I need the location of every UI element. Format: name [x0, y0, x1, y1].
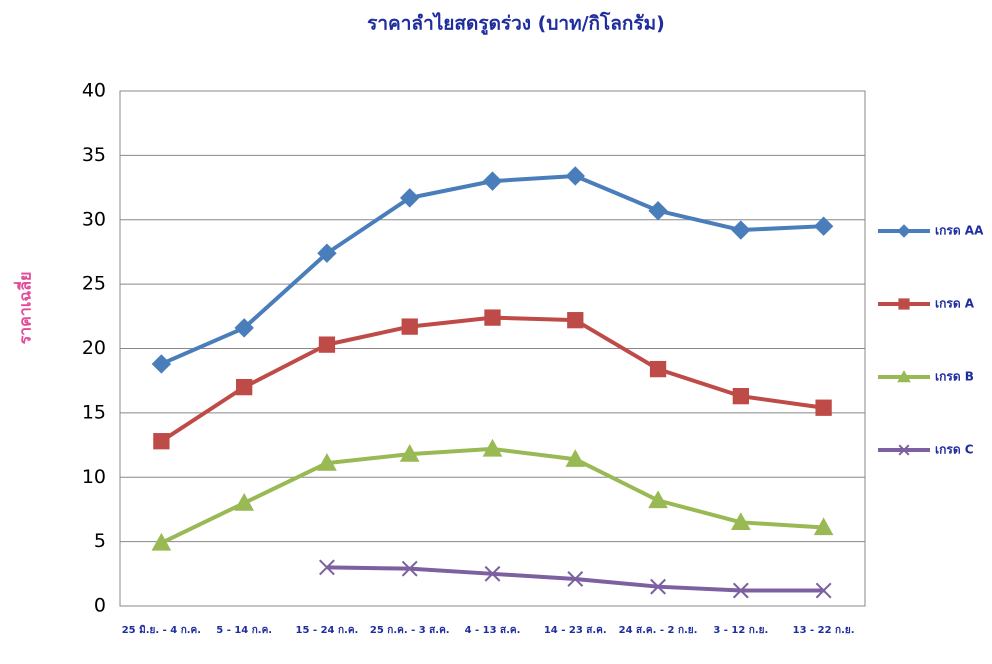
marker [898, 444, 910, 456]
marker [648, 201, 668, 221]
legend-label: เกรด B [935, 370, 974, 384]
y-tick-label: 40 [82, 80, 106, 102]
y-tick-label: 25 [82, 273, 106, 295]
marker [567, 312, 584, 329]
y-tick-label: 35 [82, 144, 106, 166]
legend-label: เกรด AA [935, 224, 984, 238]
x-tick-label: 25 มิ.ย. - 4 ก.ค. [121, 625, 202, 636]
y-tick-label: 15 [82, 401, 106, 423]
marker [484, 309, 501, 326]
marker [649, 360, 667, 378]
marker [151, 532, 172, 551]
marker [565, 166, 585, 186]
marker [897, 369, 911, 383]
marker [813, 517, 834, 536]
marker [732, 582, 749, 599]
x-tick-label: 4 - 13 ส.ค. [464, 625, 521, 636]
marker [730, 512, 751, 531]
series-line [160, 173, 824, 366]
x-tick-label: 24 ส.ค. - 2 ก.ย. [618, 625, 698, 636]
x-tick-label: 5 - 14 ก.ค. [216, 625, 273, 636]
marker [153, 433, 170, 450]
marker [319, 559, 335, 576]
marker [400, 188, 420, 208]
marker [401, 318, 418, 335]
legend-label: เกรด C [935, 443, 974, 457]
y-tick-label: 20 [82, 337, 106, 359]
marker [567, 571, 584, 587]
marker [813, 216, 834, 236]
marker [815, 582, 832, 599]
y-tick-label: 0 [94, 595, 106, 617]
x-tick-label: 15 - 24 ก.ค. [295, 625, 359, 636]
marker [898, 298, 910, 310]
x-tick-label: 3 - 12 ก.ย. [713, 625, 769, 636]
legend-label: เกรด A [935, 297, 975, 311]
marker [234, 492, 255, 511]
marker [317, 243, 337, 263]
marker [318, 336, 336, 353]
marker [401, 560, 418, 577]
marker [399, 444, 420, 462]
marker [565, 449, 586, 467]
marker [151, 354, 172, 374]
marker [482, 438, 503, 457]
series-line [160, 446, 824, 545]
x-tick-label: 14 - 23 ส.ค. [543, 625, 607, 636]
marker [484, 565, 501, 582]
y-tick-label: 10 [82, 466, 106, 488]
marker [234, 318, 254, 338]
marker [648, 490, 668, 509]
marker [650, 578, 666, 595]
marker [482, 171, 503, 191]
chart-title: ราคาลำไยสดรูดร่วง (บาท/กิโลกรัม) [367, 12, 665, 36]
y-tick-label: 5 [94, 530, 106, 552]
marker [731, 220, 751, 240]
marker [897, 224, 911, 238]
x-tick-label: 25 ก.ค. - 3 ส.ค. [369, 625, 450, 636]
marker [815, 399, 832, 416]
y-tick-label: 30 [82, 208, 106, 230]
marker [236, 378, 253, 396]
marker [732, 387, 749, 405]
marker [317, 453, 337, 471]
series-line [160, 315, 824, 443]
y-axis-title: ราคาเฉลี่ย [14, 272, 35, 345]
x-tick-label: 13 - 22 ก.ย. [792, 625, 855, 636]
